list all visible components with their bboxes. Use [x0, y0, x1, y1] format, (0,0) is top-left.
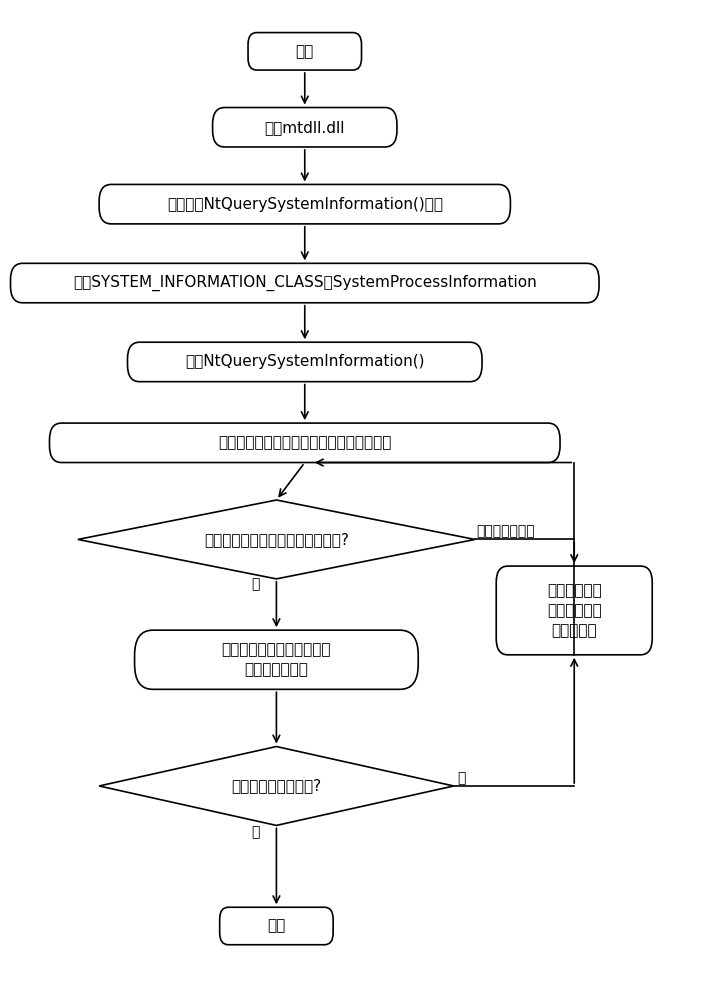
Text: 将该节点的进程信息存入活
动进程信息容器: 将该节点的进程信息存入活 动进程信息容器 — [222, 642, 331, 677]
FancyBboxPatch shape — [127, 342, 482, 382]
FancyBboxPatch shape — [248, 33, 362, 70]
Polygon shape — [99, 747, 454, 825]
Text: 该节点的进程信息是否为活动进程?: 该节点的进程信息是否为活动进程? — [204, 532, 348, 547]
Text: 开始: 开始 — [296, 44, 314, 59]
Text: 否（空闲进程）: 否（空闲进程） — [476, 525, 535, 539]
FancyBboxPatch shape — [134, 630, 418, 689]
Text: 获得指向进程信息数组链的第一条进程信息: 获得指向进程信息数组链的第一条进程信息 — [218, 435, 391, 450]
FancyBboxPatch shape — [11, 263, 599, 303]
FancyBboxPatch shape — [49, 423, 560, 463]
Text: 加载mtdll.dll: 加载mtdll.dll — [265, 120, 345, 135]
Polygon shape — [78, 500, 475, 579]
Text: 获得进程信息
数组链的下一
条进程信息: 获得进程信息 数组链的下一 条进程信息 — [547, 583, 602, 638]
Text: 获取函数NtQuerySystemInformation()接口: 获取函数NtQuerySystemInformation()接口 — [167, 197, 442, 212]
Text: 是: 是 — [251, 577, 260, 591]
FancyBboxPatch shape — [213, 108, 397, 147]
FancyBboxPatch shape — [496, 566, 652, 655]
FancyBboxPatch shape — [99, 184, 510, 224]
Text: 是: 是 — [251, 825, 260, 839]
Text: 否: 否 — [457, 771, 466, 785]
Text: 遍历进程信息数组链?: 遍历进程信息数组链? — [231, 778, 322, 793]
Text: 结束: 结束 — [268, 918, 286, 934]
Text: 调用NtQuerySystemInformation(): 调用NtQuerySystemInformation() — [185, 354, 424, 369]
FancyBboxPatch shape — [220, 907, 333, 945]
Text: 设置SYSTEM_INFORMATION_CLASS为SystemProcessInformation: 设置SYSTEM_INFORMATION_CLASS为SystemProcess… — [73, 275, 536, 291]
